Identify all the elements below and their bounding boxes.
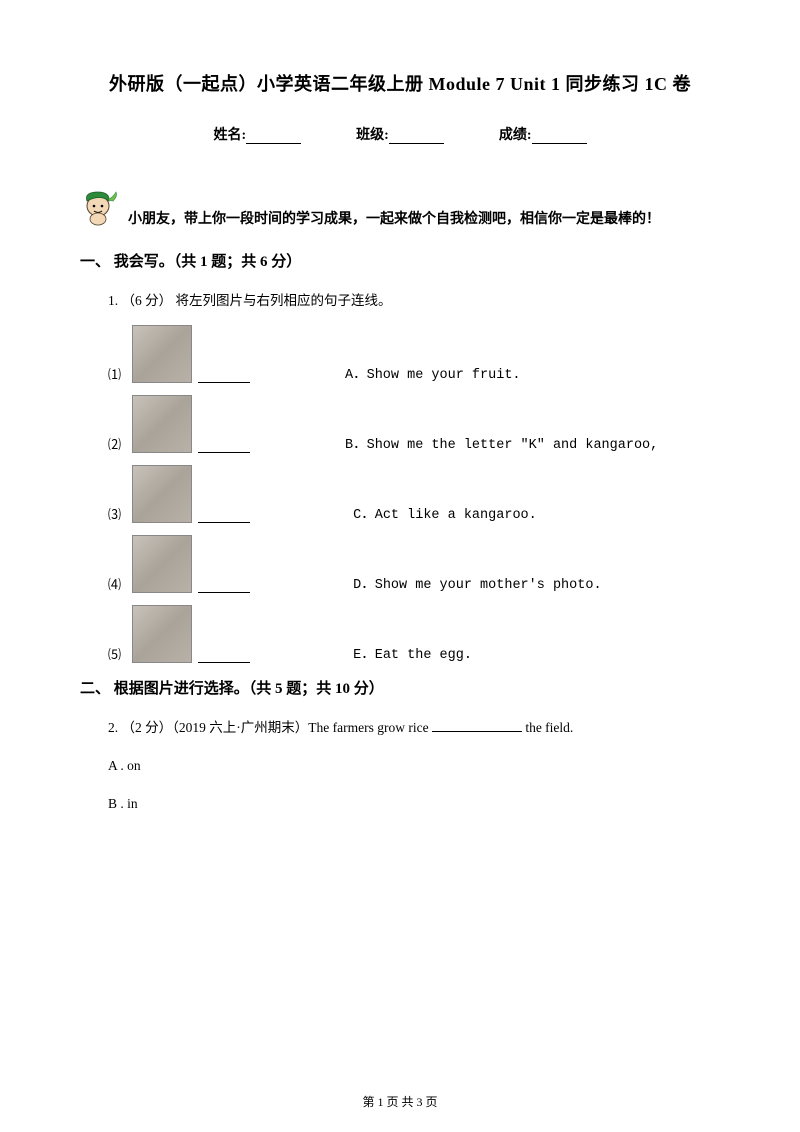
page-footer: 第 1 页 共 3 页 (0, 1093, 800, 1110)
cartoon-icon (80, 186, 122, 228)
info-line: 姓名: 班级: 成绩: (80, 124, 720, 144)
match-num-3: ⑶ (108, 504, 130, 523)
match-text-4: Show me your mother's photo. (375, 578, 602, 593)
q2-line: 2. （2 分）（2019 六上·广州期末）The farmers grow r… (108, 716, 720, 736)
class-label: 班级: (356, 128, 389, 143)
q1-intro: 1. （6 分） 将左列图片与右列相应的句子连线。 (108, 289, 720, 309)
q2-suffix: the field. (522, 720, 573, 735)
q2-blank[interactable] (432, 718, 522, 732)
match-text-3: Act like a kangaroo. (375, 508, 537, 523)
match-row-5: ⑸ E．Eat the egg. (108, 605, 720, 663)
match-row-2: ⑵ B．Show me the letter "K" and kangaroo, (108, 395, 720, 453)
class-blank[interactable] (389, 129, 444, 144)
match-blank-3[interactable] (198, 508, 250, 523)
score-blank[interactable] (532, 129, 587, 144)
match-num-4: ⑷ (108, 574, 130, 593)
match-letter-3: C． (353, 508, 375, 523)
match-thumb-4 (132, 535, 192, 593)
match-letter-5: E． (353, 648, 375, 663)
match-letter-2: B． (345, 438, 367, 453)
intro-text: 小朋友，带上你一段时间的学习成果，一起来做个自我检测吧，相信你一定是最棒的！ (128, 208, 660, 228)
doc-title: 外研版（一起点）小学英语二年级上册 Module 7 Unit 1 同步练习 1… (80, 70, 720, 96)
section1-heading: 一、 我会写。（共 1 题；共 6 分） (80, 250, 720, 271)
match-letter-4: D． (353, 578, 375, 593)
match-blank-2[interactable] (198, 438, 250, 453)
match-num-5: ⑸ (108, 644, 130, 663)
match-letter-1: A． (345, 368, 367, 383)
q2-prefix: 2. （2 分）（2019 六上·广州期末）The farmers grow r… (108, 720, 432, 735)
match-row-1: ⑴ A．Show me your fruit. (108, 325, 720, 383)
match-text-2: Show me the letter "K" and kangaroo, (367, 438, 659, 453)
q2-option-b[interactable]: B . in (108, 796, 720, 812)
match-thumb-5 (132, 605, 192, 663)
match-num-2: ⑵ (108, 434, 130, 453)
match-row-4: ⑷ D．Show me your mother's photo. (108, 535, 720, 593)
match-blank-5[interactable] (198, 648, 250, 663)
match-thumb-3 (132, 465, 192, 523)
match-blank-4[interactable] (198, 578, 250, 593)
match-text-1: Show me your fruit. (367, 368, 521, 383)
name-label: 姓名: (213, 128, 246, 143)
match-text-5: Eat the egg. (375, 648, 472, 663)
name-blank[interactable] (246, 129, 301, 144)
match-num-1: ⑴ (108, 364, 130, 383)
match-row-3: ⑶ C．Act like a kangaroo. (108, 465, 720, 523)
q2-option-a[interactable]: A . on (108, 758, 720, 774)
score-label: 成绩: (499, 128, 532, 143)
match-thumb-2 (132, 395, 192, 453)
match-thumb-1 (132, 325, 192, 383)
section2-heading: 二、 根据图片进行选择。（共 5 题；共 10 分） (80, 677, 720, 698)
match-blank-1[interactable] (198, 368, 250, 383)
